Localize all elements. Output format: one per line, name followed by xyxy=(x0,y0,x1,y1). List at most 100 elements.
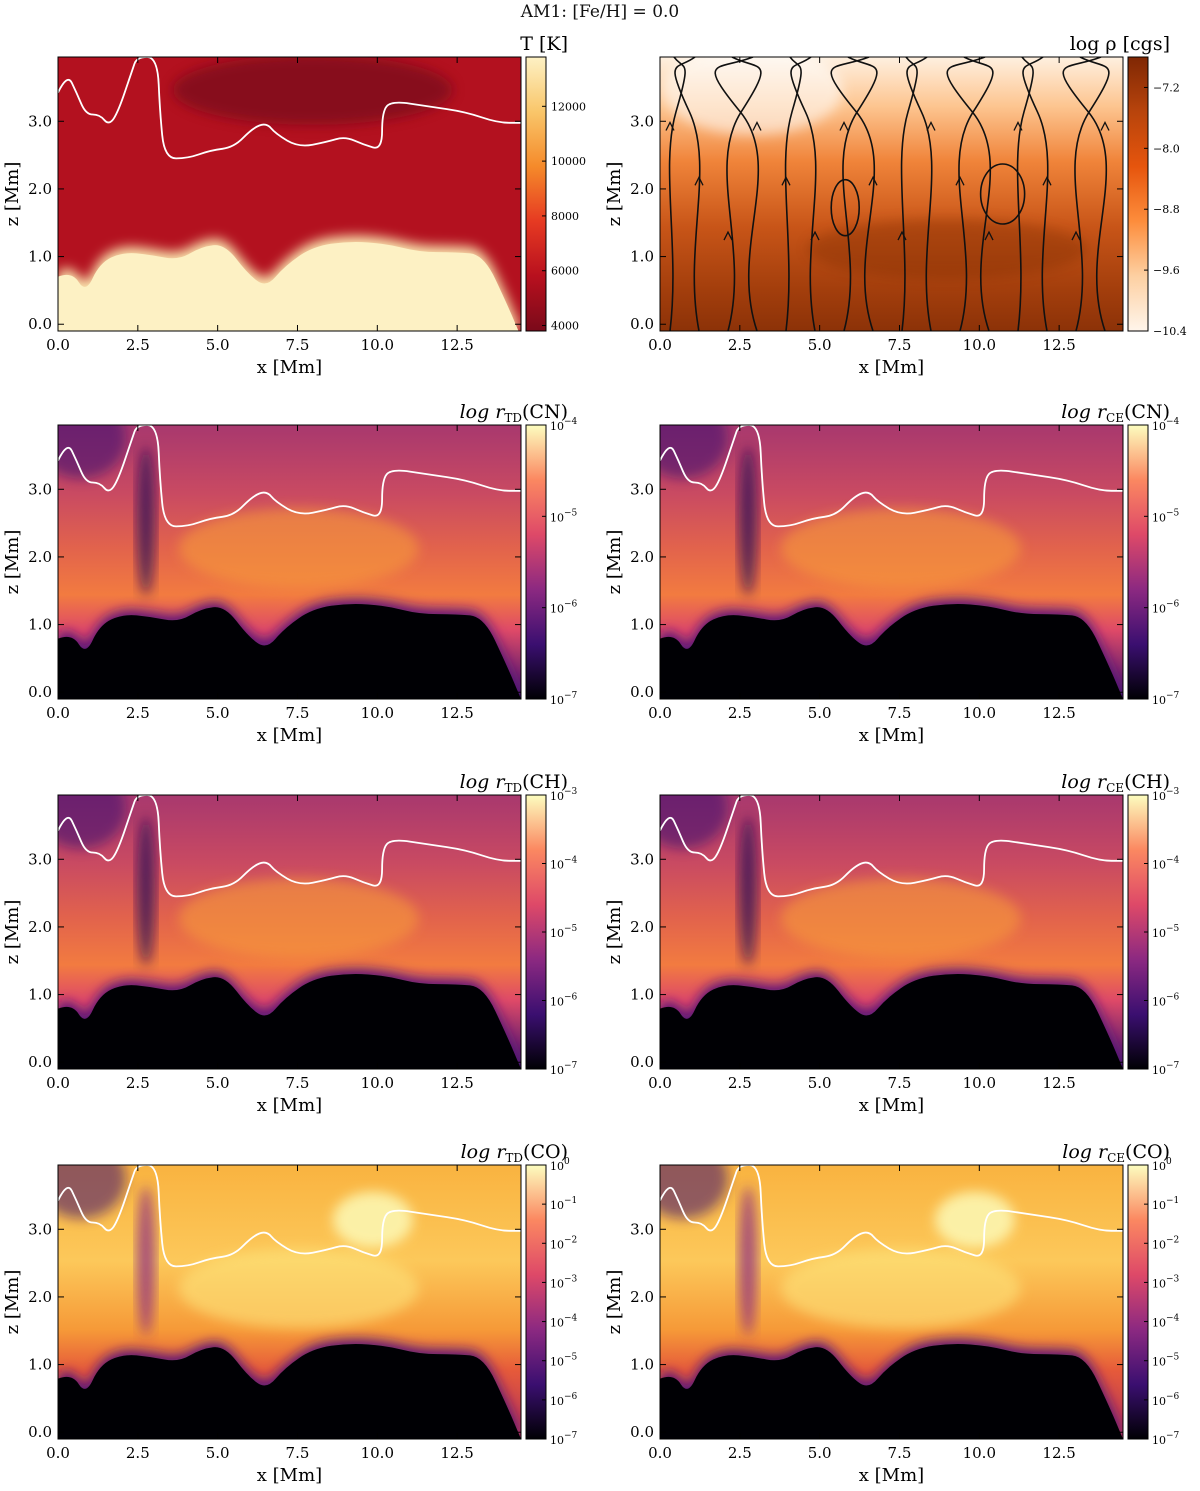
x-tick-label: 0.0 xyxy=(46,1074,70,1092)
y-tick-label: 3.0 xyxy=(28,1220,52,1238)
colorbar-tick-exponent: −7 xyxy=(564,1061,578,1071)
colorbar-tick-label: 10−5 xyxy=(1152,508,1180,524)
y-tick-label: 2.0 xyxy=(28,918,52,936)
colorbar-tick-label: 10−2 xyxy=(550,1235,577,1251)
x-tick-label: 2.5 xyxy=(728,1444,752,1462)
y-tick-label: 1.0 xyxy=(28,248,52,266)
x-tick-label: 2.5 xyxy=(126,704,150,722)
y-tick-label: 1.0 xyxy=(28,986,52,1004)
heatmap-field xyxy=(58,795,521,1069)
colorbar-tick-label: 10−4 xyxy=(1152,856,1180,872)
x-tick-label: 7.5 xyxy=(888,704,912,722)
colorbar-tick-exponent: −4 xyxy=(564,856,578,866)
x-tick-label: 10.0 xyxy=(963,1444,996,1462)
x-tick-label: 12.5 xyxy=(1042,1074,1075,1092)
colorbar-tick-label: −9.6 xyxy=(1153,264,1180,277)
colorbar-tick-label: 10−7 xyxy=(1152,691,1180,707)
y-tick-label: 2.0 xyxy=(630,548,654,566)
y-axis-label: z [Mm] xyxy=(2,530,23,595)
colorbar-tick-label: 8000 xyxy=(551,210,579,223)
colorbar-tick-label: 10−4 xyxy=(550,1314,578,1330)
colorbar-tick-exponent: −1 xyxy=(1166,1196,1179,1206)
colorbar-tick-exponent: −2 xyxy=(564,1235,577,1245)
colorbar-tick-exponent: −7 xyxy=(564,1431,578,1441)
x-axis-label: x [Mm] xyxy=(859,1095,924,1116)
panel-title: log rCE(CO) xyxy=(1062,1141,1170,1165)
y-tick-label: 2.0 xyxy=(630,1288,654,1306)
x-tick-label: 2.5 xyxy=(728,704,752,722)
x-tick-label: 7.5 xyxy=(286,1074,310,1092)
colorbar-tick-label: 10−5 xyxy=(1152,924,1180,940)
colorbar xyxy=(1127,1164,1149,1440)
y-tick-label: 3.0 xyxy=(28,112,52,130)
streamlines xyxy=(665,57,1110,331)
panel-title: log rCE(CH) xyxy=(1061,771,1170,795)
y-tick-label: 1.0 xyxy=(630,1356,654,1374)
x-tick-label: 0.0 xyxy=(648,336,672,354)
heatmap-field xyxy=(58,1165,521,1439)
x-axis-label: x [Mm] xyxy=(257,725,322,746)
x-axis-label: x [Mm] xyxy=(257,1465,322,1486)
colorbar-tick-exponent: −5 xyxy=(564,508,578,518)
y-tick-label: 0.0 xyxy=(28,1423,52,1441)
x-tick-label: 2.5 xyxy=(728,1074,752,1092)
x-tick-label: 5.0 xyxy=(206,1444,230,1462)
x-tick-label: 10.0 xyxy=(361,1444,394,1462)
plot-frame xyxy=(57,424,522,700)
colorbar xyxy=(1127,424,1149,700)
plot-frame xyxy=(57,56,522,332)
colorbar-tick-label: 4000 xyxy=(551,320,579,333)
x-tick-label: 0.0 xyxy=(46,336,70,354)
colorbar-tick-label: 10000 xyxy=(551,155,586,168)
y-tick-label: 3.0 xyxy=(630,112,654,130)
colorbar-tick-label: 10−6 xyxy=(550,1392,578,1408)
y-axis-label: z [Mm] xyxy=(2,900,23,965)
plot-frame xyxy=(57,794,522,1070)
colorbar-tick-exponent: −5 xyxy=(1166,1353,1180,1363)
x-tick-label: 5.0 xyxy=(808,704,832,722)
colorbar-tick-label: 10−5 xyxy=(550,924,578,940)
colorbar-tick-label: 12000 xyxy=(551,100,586,113)
x-tick-label: 0.0 xyxy=(648,704,672,722)
x-tick-label: 7.5 xyxy=(888,1074,912,1092)
y-axis-label: z [Mm] xyxy=(2,162,23,227)
colorbar-tick-label: −8.8 xyxy=(1153,203,1180,216)
contour-line xyxy=(58,425,521,528)
colorbar-tick-exponent: −3 xyxy=(564,1274,578,1284)
colorbar xyxy=(525,424,547,700)
x-tick-label: 10.0 xyxy=(963,704,996,722)
y-axis-label: z [Mm] xyxy=(604,162,625,227)
colorbar-tick-label: 10−2 xyxy=(1152,1235,1179,1251)
colorbar-tick-label: 10−7 xyxy=(1152,1431,1180,1447)
y-tick-label: 3.0 xyxy=(630,850,654,868)
panel-ch-ce: 0.0 2.5 5.0 7.5 10.0 12.5 0.0 1.0 2.0 3.0 x [Mm] z … xyxy=(604,771,1180,1116)
x-tick-label: 5.0 xyxy=(808,1444,832,1462)
x-tick-label: 5.0 xyxy=(808,336,832,354)
colorbar-tick-exponent: −6 xyxy=(564,993,578,1003)
colorbar-tick-label: 10−4 xyxy=(550,856,578,872)
colorbar-tick-label: 10−4 xyxy=(1152,1314,1180,1330)
colorbar-tick-exponent: −4 xyxy=(564,417,578,427)
x-tick-label: 10.0 xyxy=(361,704,394,722)
x-tick-label: 2.5 xyxy=(126,1444,150,1462)
colorbar-tick-exponent: −6 xyxy=(564,1392,578,1402)
contour-line xyxy=(660,1165,1123,1268)
y-tick-label: 1.0 xyxy=(28,616,52,634)
colorbar-tick-exponent: −4 xyxy=(1166,856,1180,866)
x-axis-label: x [Mm] xyxy=(859,357,924,378)
colorbar-tick-label: 10−6 xyxy=(550,600,578,616)
x-tick-label: 5.0 xyxy=(808,1074,832,1092)
heatmap-field xyxy=(660,425,1123,699)
x-tick-label: 0.0 xyxy=(46,704,70,722)
x-tick-label: 10.0 xyxy=(361,336,394,354)
colorbar-tick-label: 10−7 xyxy=(550,691,578,707)
x-tick-label: 5.0 xyxy=(206,704,230,722)
plot-frame xyxy=(659,424,1124,700)
x-tick-label: 2.5 xyxy=(126,336,150,354)
colorbar-tick-label: 10−6 xyxy=(1152,1392,1180,1408)
x-axis-label: x [Mm] xyxy=(859,725,924,746)
colorbar-tick-exponent: −5 xyxy=(1166,924,1180,934)
colorbar-tick-exponent: −6 xyxy=(564,600,578,610)
colorbar-tick-exponent: −6 xyxy=(1166,993,1180,1003)
y-tick-label: 0.0 xyxy=(28,1053,52,1071)
